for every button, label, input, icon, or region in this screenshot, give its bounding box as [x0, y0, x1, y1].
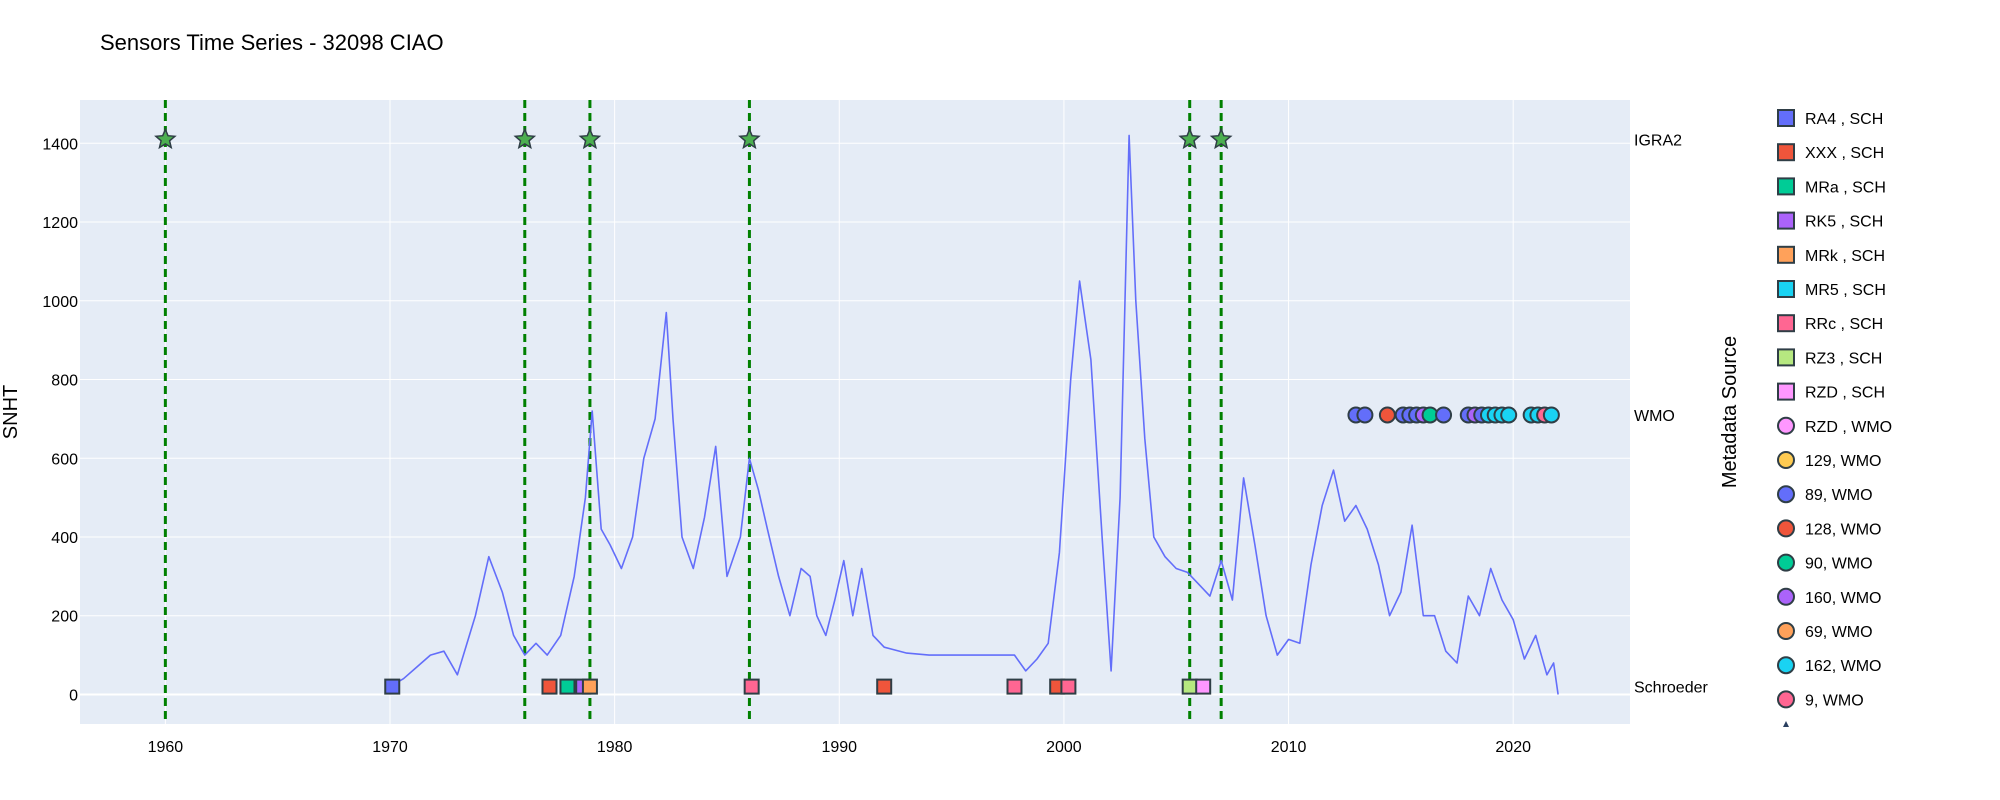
- legend-scroll-arrow-icon[interactable]: [1783, 721, 1789, 727]
- y-tick-label: 1200: [42, 215, 78, 232]
- event-lines: [163, 100, 1223, 724]
- wmo-circle-marker: [1500, 406, 1518, 424]
- wmo-circle-marker: [1542, 406, 1560, 424]
- schroeder-square-marker: [1006, 678, 1023, 695]
- legend-circle-swatch: [1777, 416, 1795, 435]
- y-tick-label: 1400: [42, 136, 78, 153]
- x-tick-label: 2000: [1046, 739, 1082, 756]
- legend-label: XXX , SCH: [1805, 145, 1884, 162]
- y-tick-label: 400: [51, 530, 78, 547]
- igra2-star-marker: [513, 127, 537, 150]
- legend-title: Metadata Source: [1719, 336, 1741, 488]
- row-labels: IGRA2 WMO Schroeder: [1634, 132, 1708, 696]
- legend-square-swatch: [1777, 143, 1795, 162]
- y-tick-label: 200: [51, 609, 78, 626]
- axis-ticks: 1960 1970 1980 1990 2000 2010 2020 0 200 400 600 80…: [42, 136, 1531, 756]
- legend-label: RA4 , SCH: [1805, 111, 1883, 128]
- y-tick-label: 1000: [42, 294, 78, 311]
- legend-square-swatch: [1777, 245, 1795, 264]
- legend-label: RK5 , SCH: [1805, 214, 1883, 231]
- schroeder-square-marker: [1181, 678, 1198, 695]
- legend-label: RZD , WMO: [1805, 419, 1892, 436]
- x-tick-label: 2010: [1271, 739, 1307, 756]
- legend-square-swatch: [1777, 109, 1795, 127]
- legend-circle-swatch: [1777, 553, 1795, 572]
- legend-square-swatch: [1777, 348, 1795, 367]
- schroeder-square-marker: [581, 678, 598, 695]
- igra2-star-marker: [578, 127, 602, 150]
- legend-square-swatch: [1777, 280, 1795, 298]
- legend-label: 90, WMO: [1805, 556, 1873, 573]
- legend-circle-swatch: [1777, 451, 1795, 469]
- y-tick-label: 600: [51, 451, 78, 468]
- igra2-star-marker: [1178, 127, 1202, 150]
- y-tick-label: 800: [51, 373, 78, 390]
- schroeder-square-marker: [541, 678, 558, 695]
- row-label: WMO: [1634, 408, 1675, 425]
- schroeder-square-marker: [559, 678, 576, 695]
- legend-label: 162, WMO: [1805, 658, 1881, 675]
- schroeder-square-marker: [1060, 678, 1077, 695]
- wmo-circle-marker: [1435, 406, 1453, 424]
- x-tick-label: 1970: [372, 739, 408, 756]
- legend-circle-swatch: [1777, 519, 1795, 538]
- x-tick-label: 1990: [821, 739, 857, 756]
- legend-label: 128, WMO: [1805, 521, 1881, 538]
- snht-series-line: [389, 134, 1559, 695]
- legend-circle-swatch: [1777, 587, 1795, 606]
- legend-square-swatch: [1777, 211, 1795, 230]
- legend-label: 9, WMO: [1805, 692, 1864, 709]
- legend-circle-swatch: [1777, 690, 1795, 709]
- legend-square-swatch: [1777, 314, 1795, 333]
- legend-square-swatch: [1777, 177, 1795, 196]
- schroeder-square-marker: [1195, 678, 1212, 695]
- legend-label: RRc , SCH: [1805, 316, 1883, 333]
- legend-square-swatch: [1777, 382, 1795, 401]
- schroeder-square-marker: [743, 678, 760, 695]
- legend-circle-swatch: [1777, 656, 1795, 675]
- y-axis-label: SNHT: [0, 385, 22, 439]
- legend-circle-swatch: [1777, 622, 1795, 640]
- legend-label: RZD , SCH: [1805, 385, 1885, 402]
- y-tick-label: 0: [69, 687, 78, 704]
- legend-label: 69, WMO: [1805, 624, 1873, 641]
- legend-label: MRa , SCH: [1805, 179, 1886, 196]
- legend: RA4 , SCH XXX , SCH MRa , SCH RK5 , SCH MRk …: [1777, 109, 1892, 727]
- igra2-star-marker: [738, 127, 761, 150]
- wmo-circle-marker: [1378, 406, 1396, 424]
- x-tick-label: 1980: [597, 739, 633, 756]
- wmo-circle-marker: [1356, 406, 1374, 424]
- igra2-star-marker: [154, 127, 177, 150]
- legend-circle-swatch: [1777, 485, 1795, 504]
- schroeder-square-marker: [876, 678, 893, 695]
- legend-label: 89, WMO: [1805, 487, 1873, 504]
- row-label: IGRA2: [1634, 132, 1682, 149]
- legend-label: RZ3 , SCH: [1805, 350, 1882, 367]
- x-tick-label: 2020: [1495, 739, 1531, 756]
- row-label: Schroeder: [1634, 680, 1708, 697]
- chart-title: Sensors Time Series - 32098 CIAO: [100, 30, 444, 55]
- legend-label: MRk , SCH: [1805, 248, 1885, 265]
- grid-lines: [80, 100, 1630, 724]
- schroeder-square-marker: [384, 678, 401, 695]
- series-line-layer: [389, 134, 1559, 695]
- x-tick-label: 1960: [148, 739, 184, 756]
- legend-label: 160, WMO: [1805, 590, 1881, 607]
- legend-label: MR5 , SCH: [1805, 282, 1886, 299]
- igra2-star-marker: [1209, 127, 1233, 150]
- marker-layer: [154, 127, 1560, 695]
- legend-label: 129, WMO: [1805, 453, 1881, 470]
